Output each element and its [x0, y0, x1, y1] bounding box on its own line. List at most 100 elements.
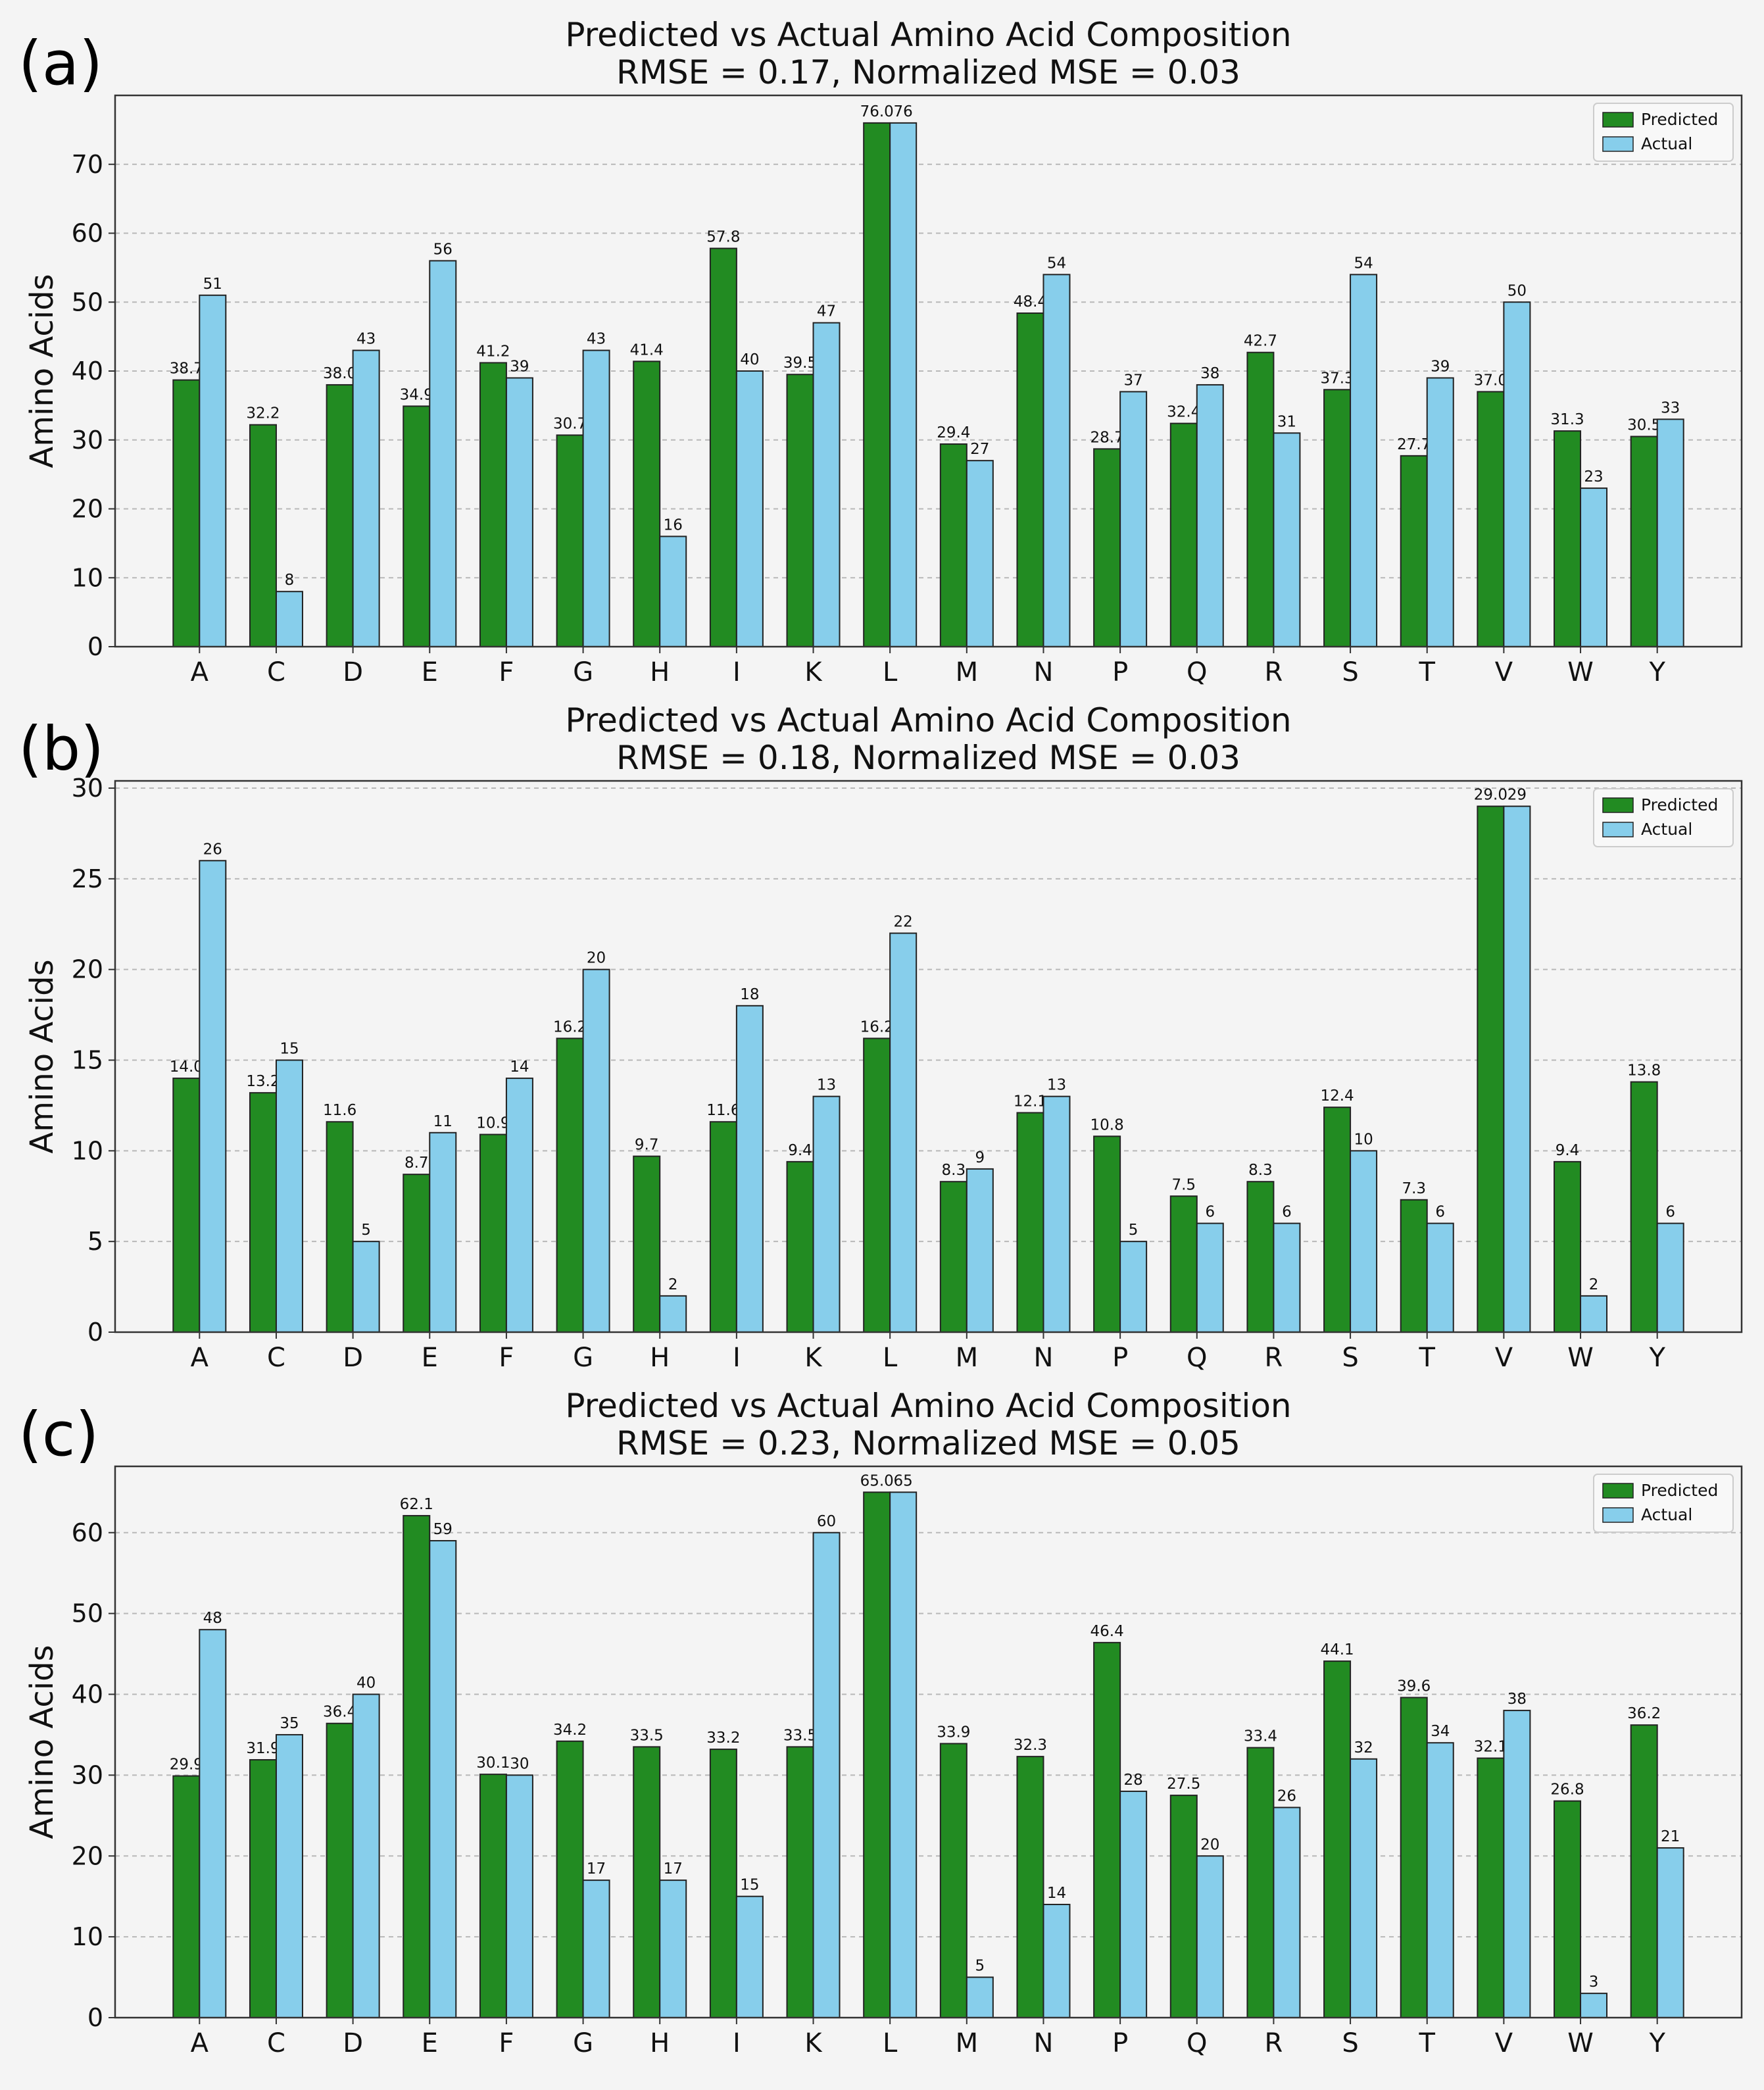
bar-actual	[735, 1895, 764, 2019]
bar-predicted	[249, 424, 277, 648]
data-label-actual: 14	[1047, 1885, 1066, 1902]
bar-predicted	[633, 361, 661, 648]
x-tick-label: R	[1265, 1343, 1283, 1373]
y-tick-label: 20	[72, 955, 103, 984]
bar-predicted	[1400, 1199, 1428, 1333]
bar-predicted	[326, 1121, 354, 1333]
x-tick-label: C	[267, 1343, 285, 1373]
data-label-actual: 54	[1047, 255, 1066, 272]
bar-predicted	[556, 1037, 584, 1333]
bar-predicted	[1630, 1724, 1658, 2019]
data-label-actual: 33	[1661, 399, 1680, 416]
legend: Predicted Actual	[1593, 103, 1734, 162]
bar-predicted	[479, 1774, 507, 2019]
bar-predicted	[403, 1174, 431, 1333]
x-tick-label: D	[343, 657, 363, 687]
data-label-predicted: 41.4	[630, 341, 664, 359]
data-label-predicted: 48.4	[1014, 293, 1047, 311]
bar-predicted	[786, 1160, 814, 1333]
x-tick-label: N	[1034, 657, 1054, 687]
data-label-predicted: 46.4	[1090, 1623, 1124, 1640]
bar-actual	[1580, 1993, 1608, 2019]
data-label-actual: 39	[1431, 358, 1450, 375]
x-tick-label: V	[1495, 657, 1513, 687]
y-tick-label: 40	[72, 357, 103, 386]
bar-predicted	[1323, 1107, 1352, 1333]
data-label-actual: 5	[975, 1958, 985, 1975]
bar-predicted	[1477, 1757, 1505, 2018]
data-label-predicted: 10.8	[1090, 1116, 1124, 1133]
x-tick-label: K	[804, 1343, 823, 1373]
bar-predicted	[1016, 312, 1044, 647]
bar-actual	[1119, 1241, 1148, 1333]
bar-predicted	[403, 405, 431, 647]
x-tick-label: P	[1112, 2028, 1128, 2058]
data-label-actual: 65	[894, 1472, 913, 1489]
data-label-actual: 43	[587, 331, 606, 348]
bar-actual	[1196, 1222, 1224, 1333]
data-label-predicted: 36.4	[323, 1704, 356, 1721]
panel-letter: (b)	[18, 714, 104, 784]
data-label-actual: 15	[740, 1877, 759, 1894]
bar-predicted	[1169, 1795, 1198, 2018]
x-tick-label: K	[804, 2028, 823, 2058]
y-tick-label: 10	[72, 1922, 103, 1951]
bar-predicted	[1246, 1181, 1275, 1333]
data-label-actual: 76	[894, 103, 913, 120]
bar-predicted	[1169, 422, 1198, 647]
data-label-actual: 6	[1665, 1204, 1675, 1221]
data-label-actual: 47	[817, 303, 836, 320]
data-label-predicted: 11.6	[706, 1102, 740, 1119]
data-label-predicted: 37.0	[1474, 372, 1507, 389]
chart-subtitle: RMSE = 0.18, Normalized MSE = 0.03	[616, 739, 1240, 777]
bar-actual	[1350, 1758, 1378, 2018]
data-label-predicted: 39.6	[1397, 1678, 1431, 1695]
bar-actual	[889, 1491, 918, 2018]
data-label-actual: 3	[1589, 1974, 1599, 1991]
y-tick-label: 15	[72, 1046, 103, 1075]
data-label-predicted: 38.7	[170, 361, 203, 378]
y-tick-label: 30	[72, 1760, 103, 1789]
y-axis-label: Amino Acids	[24, 1645, 61, 1839]
legend-swatch	[1602, 1507, 1634, 1523]
bar-actual	[352, 349, 380, 647]
x-tick-label: H	[650, 2028, 670, 2058]
y-tick-label: 25	[72, 864, 103, 893]
bar-actual	[966, 460, 994, 647]
y-tick-label: 30	[72, 774, 103, 803]
bar-predicted	[709, 247, 737, 648]
bar-actual	[582, 349, 610, 647]
x-tick-label: M	[956, 2028, 979, 2058]
bar-predicted	[863, 1037, 891, 1333]
data-label-predicted: 33.9	[937, 1724, 970, 1741]
bar-predicted	[633, 1155, 661, 1333]
bar-predicted	[326, 384, 354, 647]
x-tick-label: M	[956, 1343, 979, 1373]
x-tick-label: W	[1567, 2028, 1594, 2058]
data-label-predicted: 9.4	[1556, 1142, 1580, 1159]
data-label-predicted: 33.5	[783, 1727, 817, 1744]
data-label-actual: 26	[1277, 1788, 1296, 1805]
data-label-actual: 11	[433, 1113, 453, 1130]
data-label-actual: 43	[356, 331, 376, 348]
x-tick-label: Q	[1187, 2028, 1207, 2058]
y-tick-label: 10	[72, 563, 103, 592]
bar-actual	[1119, 391, 1148, 647]
bar-actual	[1580, 1295, 1608, 1333]
data-label-actual: 31	[1277, 413, 1296, 430]
bar-predicted	[326, 1722, 354, 2018]
data-label-actual: 10	[1354, 1131, 1373, 1148]
x-tick-label: N	[1034, 2028, 1054, 2058]
x-tick-label: H	[650, 657, 670, 687]
data-label-predicted: 33.2	[706, 1729, 740, 1747]
bar-predicted	[709, 1749, 737, 2018]
data-label-predicted: 44.1	[1320, 1641, 1354, 1658]
bar-actual	[966, 1976, 994, 2018]
legend-swatch	[1602, 822, 1634, 837]
bar-actual	[1656, 1222, 1684, 1333]
x-tick-label: W	[1567, 657, 1594, 687]
data-label-actual: 14	[510, 1058, 529, 1076]
bar-actual	[812, 1095, 841, 1333]
legend-label: Actual	[1641, 134, 1692, 153]
data-label-predicted: 36.2	[1627, 1705, 1661, 1722]
